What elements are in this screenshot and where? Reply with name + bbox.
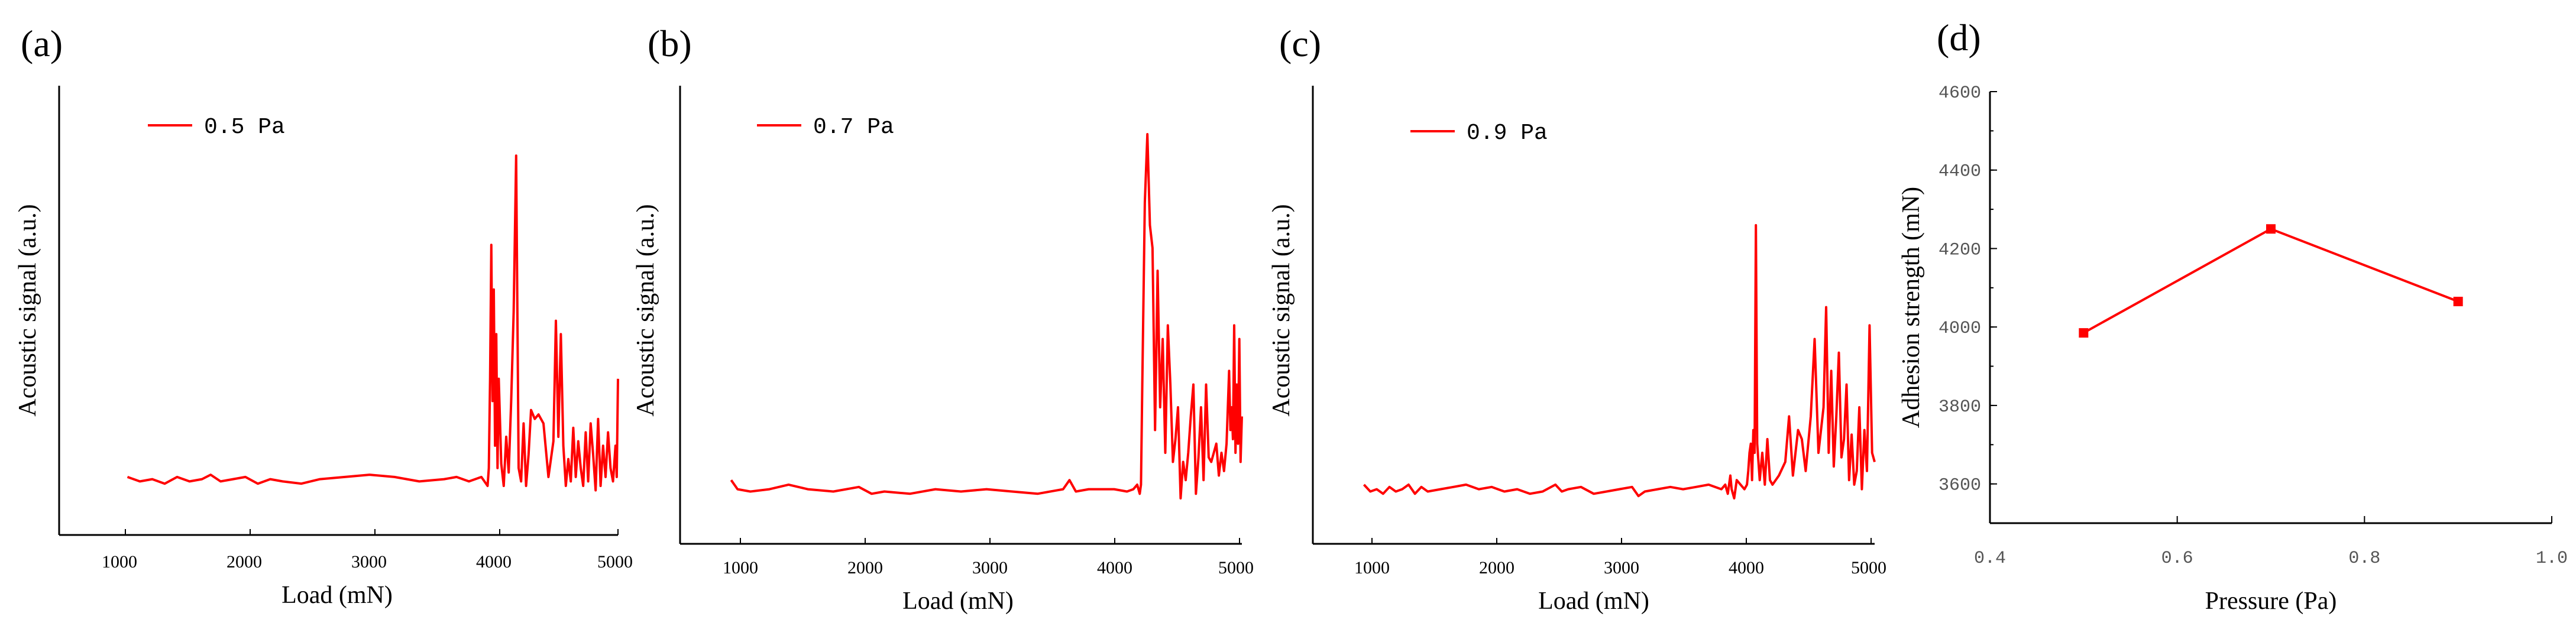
panel-d-data-point	[2266, 224, 2276, 234]
panel-a-tick-label: 4000	[476, 552, 512, 572]
panel-b-tick-label: 4000	[1097, 558, 1132, 578]
panel-c-tick-label: 5000	[1851, 558, 1886, 578]
panel-c-x-axis-label: Load (mN)	[1538, 588, 1649, 615]
panel-b-tick-label: 3000	[972, 558, 1008, 578]
panel-a-tick-label: 5000	[597, 552, 633, 572]
panel-a: (a) 1000 2000 3000 4000 5000 Load (mN) A…	[14, 22, 633, 609]
panel-c-tick-label: 3000	[1604, 558, 1639, 578]
panel-b-tick-label: 5000	[1218, 558, 1254, 578]
panel-b: (b) 1000 2000 3000 4000 5000 Load (mN) A…	[632, 22, 1254, 615]
panel-c-series-line	[1363, 224, 1876, 499]
panel-a-legend-label: 0.5 Pa	[204, 115, 285, 140]
panel-d-points	[2079, 224, 2463, 338]
panel-d-y-tick-label: 3600	[1939, 476, 1981, 496]
panel-b-x-ticks	[740, 538, 1240, 544]
panel-b-legend-label: 0.7 Pa	[813, 115, 894, 140]
panel-c-tick-label: 1000	[1354, 558, 1390, 578]
panel-d-y-tick-label: 4200	[1939, 240, 1981, 260]
panel-b-tick-label: 1000	[723, 558, 758, 578]
panel-a-series-line	[127, 154, 619, 492]
panel-c: (c) 1000 2000 3000 4000 5000 Load (mN) A…	[1268, 22, 1886, 615]
panel-d-y-tick-label: 4400	[1939, 162, 1981, 182]
panel-d-y-tick-label: 3800	[1939, 397, 1981, 417]
panel-d: (d) 3600 3800 4000 4200 4400 4600 0.4 0.…	[1898, 17, 2568, 615]
panel-a-y-axis-label: Acoustic signal (a.u.)	[14, 204, 41, 416]
panel-b-x-axis-label: Load (mN)	[902, 588, 1014, 615]
panel-b-tick-label: 2000	[847, 558, 883, 578]
panel-d-data-point	[2079, 328, 2089, 338]
panel-c-label: (c)	[1279, 22, 1321, 64]
panel-d-data-point	[2453, 297, 2463, 307]
panel-d-x-tick-label: 0.8	[2348, 549, 2380, 569]
panel-b-series-line	[730, 133, 1243, 499]
panel-c-tick-label: 4000	[1729, 558, 1764, 578]
panel-b-y-axis-label: Acoustic signal (a.u.)	[632, 204, 659, 416]
panel-d-x-tick-label: 0.4	[1974, 549, 2006, 569]
panel-d-y-tick-label: 4000	[1939, 319, 1981, 339]
panel-c-y-axis-label: Acoustic signal (a.u.)	[1268, 204, 1295, 416]
panel-a-x-ticks	[125, 529, 619, 535]
panel-d-y-tick-label: 4600	[1939, 83, 1981, 103]
panel-d-y-ticks	[1990, 91, 1997, 524]
panel-b-label: (b)	[648, 22, 692, 64]
panel-d-x-tick-label: 0.6	[2161, 549, 2193, 569]
panel-a-tick-label: 2000	[226, 552, 262, 572]
panel-d-label: (d)	[1937, 17, 1981, 59]
panel-c-legend-label: 0.9 Pa	[1467, 121, 1548, 146]
panel-d-series-line	[2083, 228, 2459, 334]
panel-d-x-ticks	[1989, 516, 2552, 523]
panel-d-x-axis-label: Pressure (Pa)	[2205, 588, 2337, 615]
panel-d-y-axis-label: Adhesion strength (mN)	[1898, 187, 1925, 428]
panel-c-tick-label: 2000	[1479, 558, 1514, 578]
panel-c-x-ticks	[1371, 538, 1872, 544]
panel-a-tick-label: 1000	[102, 552, 137, 572]
panel-a-label: (a)	[21, 22, 63, 64]
panel-a-tick-label: 3000	[351, 552, 387, 572]
panel-a-x-axis-label: Load (mN)	[281, 582, 393, 609]
panel-d-x-tick-label: 1.0	[2536, 549, 2568, 569]
